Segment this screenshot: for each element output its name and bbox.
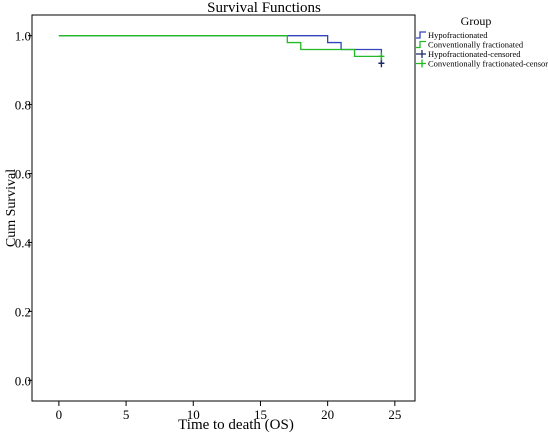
x-axis: 0 5 10 15 20 25 [56, 401, 401, 422]
series-group [58, 35, 383, 64]
legend-label: Conventionally fractionated [428, 40, 524, 50]
series-line-hypofractionated [58, 35, 383, 64]
y-tick-label: 0.4 [15, 235, 32, 250]
y-axis: 0.0 0.2 0.4 0.6 0.8 1.0 [15, 29, 32, 388]
y-axis-label: Cum Survival [4, 169, 19, 247]
legend-label: Hypofractionated-censored [428, 49, 521, 59]
legend-swatch [416, 31, 426, 39]
x-axis-label: Time to death (OS) [178, 417, 294, 432]
legend-label: Hypofractionated [428, 30, 488, 40]
censor-marker [378, 59, 385, 68]
y-tick-label: 0.0 [15, 373, 31, 388]
y-tick-label: 0.8 [15, 98, 31, 113]
censor-group [378, 52, 385, 68]
legend-swatch [416, 59, 426, 68]
plot-frame [31, 14, 416, 402]
y-tick-label: 0.6 [15, 167, 32, 182]
legend-label: Conventionally fractionated-censored [428, 59, 548, 69]
x-tick-label: 20 [321, 407, 334, 422]
x-tick-label: 25 [388, 407, 401, 422]
x-tick-label: 10 [187, 407, 200, 422]
chart-title: Survival Functions [207, 0, 321, 16]
x-tick-label: 0 [56, 407, 63, 422]
legend-swatch [416, 40, 426, 49]
legend-title: Group [461, 14, 492, 28]
series-line-conventionally-fractionated [58, 35, 382, 58]
x-tick-label: 5 [123, 407, 130, 422]
legend-swatch [416, 50, 426, 58]
x-tick-label: 15 [254, 407, 267, 422]
y-tick-label: 0.2 [15, 304, 31, 319]
y-tick-label: 1.0 [15, 29, 31, 44]
censor-marker [378, 52, 385, 61]
